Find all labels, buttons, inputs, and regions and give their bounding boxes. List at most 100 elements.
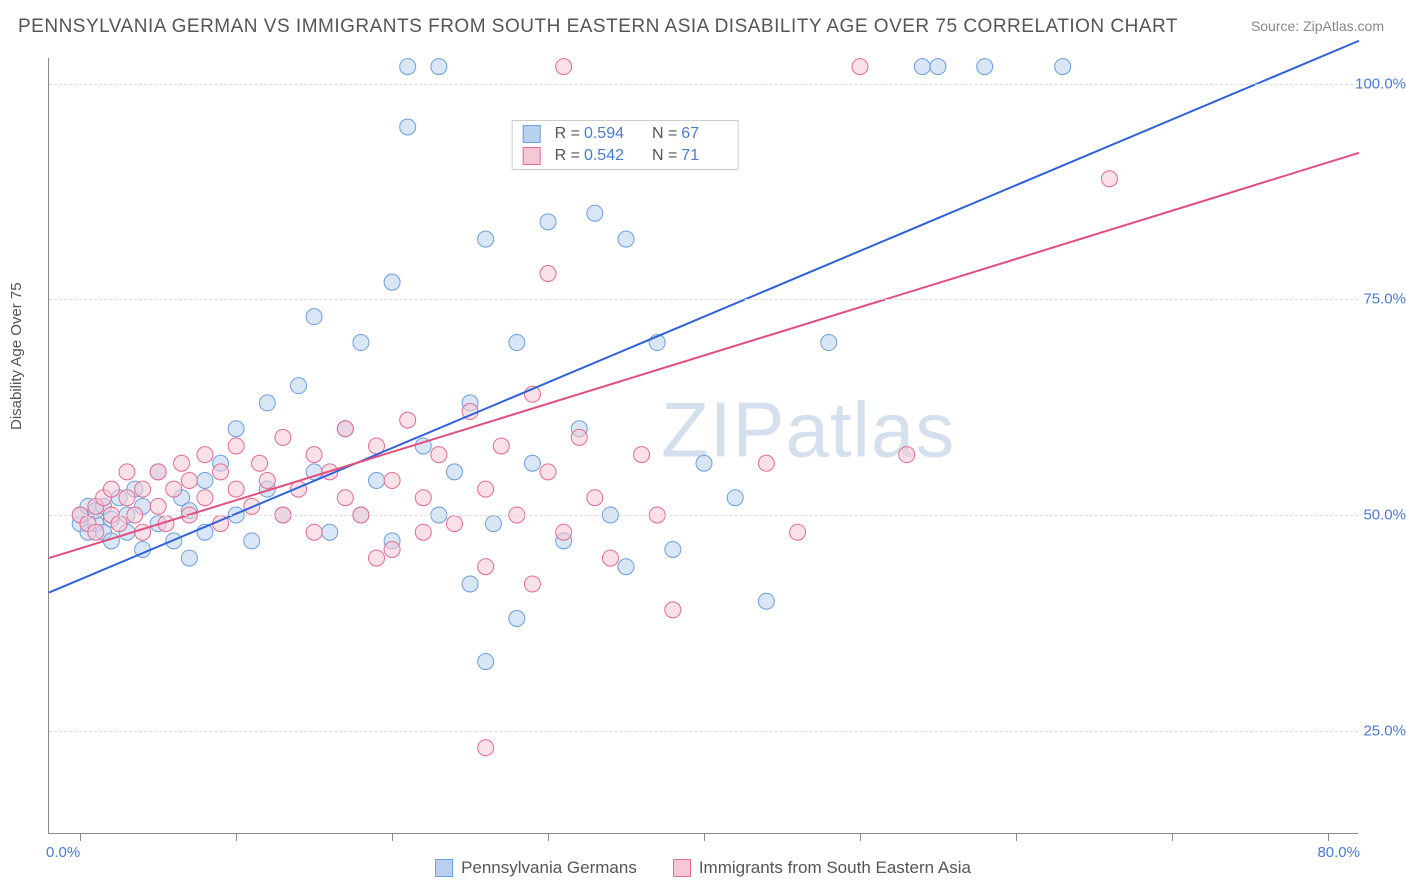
scatter-point xyxy=(150,498,166,514)
scatter-point xyxy=(478,559,494,575)
scatter-point xyxy=(485,516,501,532)
legend-swatch xyxy=(435,859,453,877)
chart-area: ZIPatlas R =0.594N =67R =0.542N =71 25.0… xyxy=(48,58,1358,834)
scatter-point xyxy=(478,740,494,756)
scatter-point xyxy=(556,59,572,75)
stat-r-value: 0.594 xyxy=(584,125,630,143)
legend-item: Immigrants from South Eastern Asia xyxy=(673,858,971,878)
scatter-point xyxy=(618,231,634,247)
scatter-point xyxy=(111,516,127,532)
scatter-point xyxy=(727,490,743,506)
scatter-point xyxy=(509,335,525,351)
y-tick-label: 75.0% xyxy=(1363,291,1406,308)
scatter-point xyxy=(275,429,291,445)
stat-n-value: 71 xyxy=(681,147,727,165)
scatter-point xyxy=(306,447,322,463)
scatter-point xyxy=(119,464,135,480)
scatter-point xyxy=(244,533,260,549)
x-tick xyxy=(1016,833,1017,841)
legend-swatch xyxy=(673,859,691,877)
y-tick-label: 50.0% xyxy=(1363,506,1406,523)
scatter-point xyxy=(228,421,244,437)
scatter-point xyxy=(524,576,540,592)
scatter-point xyxy=(758,593,774,609)
scatter-point xyxy=(197,490,213,506)
legend-item: Pennsylvania Germans xyxy=(435,858,637,878)
scatter-point xyxy=(369,472,385,488)
scatter-point xyxy=(821,335,837,351)
scatter-point xyxy=(150,464,166,480)
y-tick-label: 100.0% xyxy=(1355,75,1406,92)
scatter-point xyxy=(400,59,416,75)
scatter-point xyxy=(88,524,104,540)
x-tick xyxy=(1172,833,1173,841)
scatter-point xyxy=(119,490,135,506)
legend-swatch xyxy=(523,125,541,143)
stat-n-label: N = xyxy=(652,125,677,143)
scatter-point xyxy=(446,516,462,532)
legend: Pennsylvania Germans Immigrants from Sout… xyxy=(0,858,1406,878)
scatter-point xyxy=(197,447,213,463)
scatter-point xyxy=(571,429,587,445)
scatter-point xyxy=(696,455,712,471)
legend-label: Pennsylvania Germans xyxy=(461,858,637,878)
scatter-point xyxy=(524,455,540,471)
scatter-point xyxy=(634,447,650,463)
scatter-point xyxy=(665,541,681,557)
scatter-point xyxy=(852,59,868,75)
scatter-point xyxy=(540,214,556,230)
scatter-point xyxy=(166,481,182,497)
scatter-point xyxy=(446,464,462,480)
scatter-point xyxy=(400,119,416,135)
scatter-point xyxy=(587,490,603,506)
scatter-point xyxy=(181,550,197,566)
scatter-point xyxy=(493,438,509,454)
stats-row: R =0.542N =71 xyxy=(513,145,738,167)
x-tick xyxy=(704,833,705,841)
scatter-point xyxy=(914,59,930,75)
trend-line xyxy=(49,153,1359,558)
gridline xyxy=(49,731,1358,732)
scatter-point xyxy=(174,455,190,471)
scatter-point xyxy=(213,464,229,480)
scatter-point xyxy=(228,481,244,497)
scatter-point xyxy=(322,524,338,540)
scatter-point xyxy=(306,524,322,540)
gridline xyxy=(49,299,1358,300)
scatter-point xyxy=(431,447,447,463)
scatter-point xyxy=(618,559,634,575)
scatter-point xyxy=(400,412,416,428)
scatter-point xyxy=(259,395,275,411)
scatter-point xyxy=(540,464,556,480)
scatter-point xyxy=(556,524,572,540)
x-tick xyxy=(236,833,237,841)
scatter-point xyxy=(181,472,197,488)
x-tick xyxy=(548,833,549,841)
x-tick xyxy=(80,833,81,841)
y-tick-label: 25.0% xyxy=(1363,722,1406,739)
stat-n-label: N = xyxy=(652,147,677,165)
stat-n-value: 67 xyxy=(681,125,727,143)
scatter-point xyxy=(103,481,119,497)
source-label: Source: ZipAtlas.com xyxy=(1251,18,1384,34)
scatter-point xyxy=(259,472,275,488)
scatter-point xyxy=(337,490,353,506)
gridline xyxy=(49,84,1358,85)
scatter-point xyxy=(790,524,806,540)
scatter-point xyxy=(291,378,307,394)
y-axis-label: Disability Age Over 75 xyxy=(8,282,25,430)
scatter-point xyxy=(197,472,213,488)
scatter-point xyxy=(540,266,556,282)
scatter-point xyxy=(602,550,618,566)
scatter-point xyxy=(977,59,993,75)
stat-r-value: 0.542 xyxy=(584,147,630,165)
scatter-point xyxy=(1101,171,1117,187)
stats-legend-box: R =0.594N =67R =0.542N =71 xyxy=(512,120,739,170)
scatter-point xyxy=(384,472,400,488)
scatter-point xyxy=(384,274,400,290)
scatter-point xyxy=(478,654,494,670)
scatter-point xyxy=(431,59,447,75)
legend-label: Immigrants from South Eastern Asia xyxy=(699,858,971,878)
scatter-point xyxy=(337,421,353,437)
scatter-point xyxy=(899,447,915,463)
